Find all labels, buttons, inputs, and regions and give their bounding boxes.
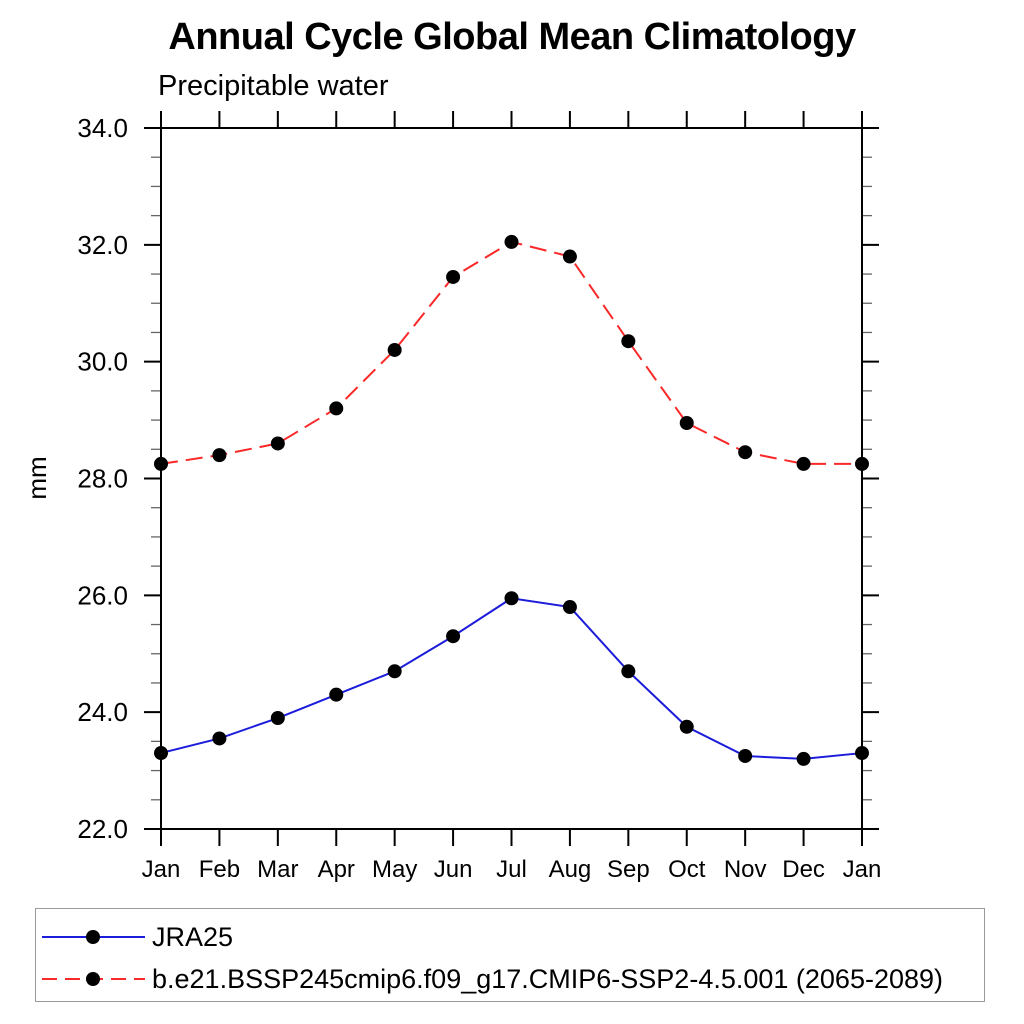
chart-title: Annual Cycle Global Mean Climatology (168, 16, 856, 58)
data-point (270, 711, 285, 726)
data-point (562, 600, 577, 615)
x-axis-tick-label: Dec (782, 856, 825, 883)
x-axis-tick-label: May (372, 856, 417, 883)
y-axis-tick-label: 26.0 (77, 580, 128, 610)
legend-label-model: b.e21.BSSP245cmip6.f09_g17.CMIP6-SSP2-4.… (152, 963, 944, 994)
data-point (796, 751, 811, 766)
y-axis-tick-label: 30.0 (77, 347, 128, 377)
chart-subtitle: Precipitable water (158, 70, 389, 102)
data-point (387, 342, 402, 357)
x-axis-tick-label: Mar (257, 856, 298, 883)
legend-item-jra25: JRA25 (36, 916, 984, 958)
data-point (621, 664, 636, 679)
x-axis-tick-label: Jul (496, 856, 527, 883)
y-axis-tick-label: 34.0 (77, 113, 128, 143)
data-point (329, 687, 344, 702)
data-point (154, 746, 168, 761)
series-line-1 (160, 240, 862, 465)
legend-line-sample-model (42, 972, 145, 986)
data-point (212, 731, 227, 746)
data-point (855, 746, 869, 761)
y-axis-tick-label: 32.0 (77, 230, 128, 260)
data-point (738, 445, 753, 460)
data-point (621, 334, 636, 349)
legend-marker (86, 972, 100, 986)
x-axis-tick-label: Sep (607, 856, 650, 883)
data-point (212, 448, 227, 463)
x-axis-tick-label: Oct (668, 856, 706, 883)
data-point (446, 269, 461, 284)
x-axis-tick-label: Nov (724, 856, 767, 883)
data-point (154, 456, 168, 471)
legend-line-sample-jra25 (42, 930, 145, 944)
data-point (562, 249, 577, 264)
y-axis-tick-label: 28.0 (77, 464, 128, 494)
data-point (796, 456, 811, 471)
data-point (446, 629, 461, 644)
x-axis-tick-label: Apr (318, 856, 355, 883)
x-axis-tick-label: Jan (142, 856, 181, 883)
data-point (855, 456, 869, 471)
plot-border (160, 127, 863, 830)
legend-marker (86, 930, 100, 944)
data-point (387, 664, 402, 679)
y-axis-tick-label: 24.0 (77, 697, 128, 727)
y-axis-tick-label: 22.0 (77, 814, 128, 844)
data-point (504, 591, 519, 606)
data-point (329, 401, 344, 416)
data-point (504, 234, 519, 249)
data-point (738, 748, 753, 763)
series-line-0 (160, 597, 863, 760)
x-axis-tick-label: Feb (199, 856, 240, 883)
data-point (679, 416, 694, 431)
x-axis-tick-label: Jan (843, 856, 882, 883)
legend-box: JRA25 b.e21.BSSP245cmip6.f09_g17.CMIP6-S… (35, 908, 985, 1002)
data-point (270, 436, 285, 451)
legend-label-jra25: JRA25 (152, 921, 234, 952)
x-axis-tick-label: Jun (434, 856, 473, 883)
x-axis-tick-label: Aug (549, 856, 592, 883)
legend-item-model: b.e21.BSSP245cmip6.f09_g17.CMIP6-SSP2-4.… (36, 958, 984, 1000)
data-point (679, 719, 694, 734)
